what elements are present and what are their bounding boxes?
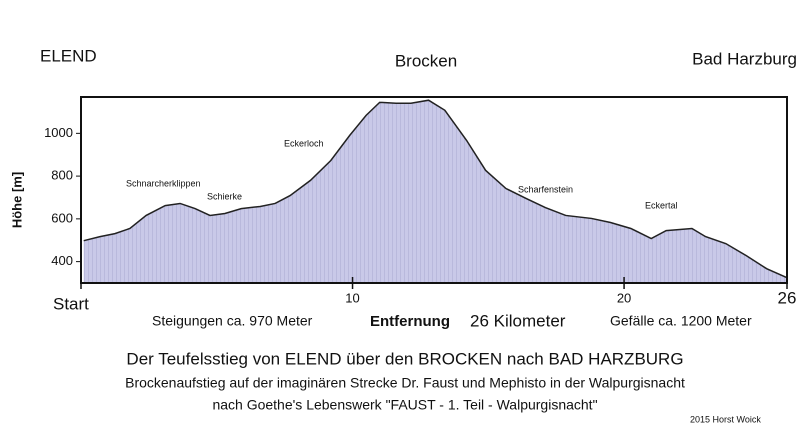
place-label: ELEND: [40, 46, 97, 65]
place-label: Bad Harzburg: [692, 49, 797, 68]
y-tick-label: 800: [51, 168, 73, 183]
subtitle: nach Goethe's Lebenswerk "FAUST - 1. Tei…: [212, 397, 597, 413]
x-tick-label: Start: [53, 294, 89, 313]
descent-note: Gefälle ca. 1200 Meter: [610, 313, 752, 329]
annotation: Eckertal: [645, 200, 678, 210]
x-axis-label: Entfernung: [370, 313, 450, 330]
annotation: Scharfenstein: [518, 184, 573, 194]
ascent-note: Steigungen ca. 970 Meter: [152, 313, 313, 329]
annotation: Schnarcherklippen: [126, 178, 201, 188]
title: Der Teufelsstieg von ELEND über den BROC…: [126, 349, 683, 368]
x-axis-note: 26 Kilometer: [470, 311, 566, 330]
y-tick-label: 1000: [44, 125, 73, 140]
place-label: Brocken: [395, 51, 457, 70]
profile-line: [83, 99, 788, 279]
subtitle: Brockenaufstieg auf der imaginären Strec…: [125, 375, 685, 391]
y-tick-label: 400: [51, 253, 73, 268]
x-tick-label: 10: [345, 290, 359, 305]
annotation: Eckerloch: [284, 138, 324, 148]
area: [83, 100, 787, 283]
annotation: Schierke: [207, 191, 242, 201]
y-tick-label: 600: [51, 210, 73, 225]
credit: 2015 Horst Woick: [690, 414, 761, 424]
x-tick-label: 20: [617, 290, 631, 305]
x-tick-label: 26: [778, 288, 797, 307]
y-axis-label: Höhe [m]: [9, 172, 24, 228]
plot-frame: [80, 96, 788, 284]
